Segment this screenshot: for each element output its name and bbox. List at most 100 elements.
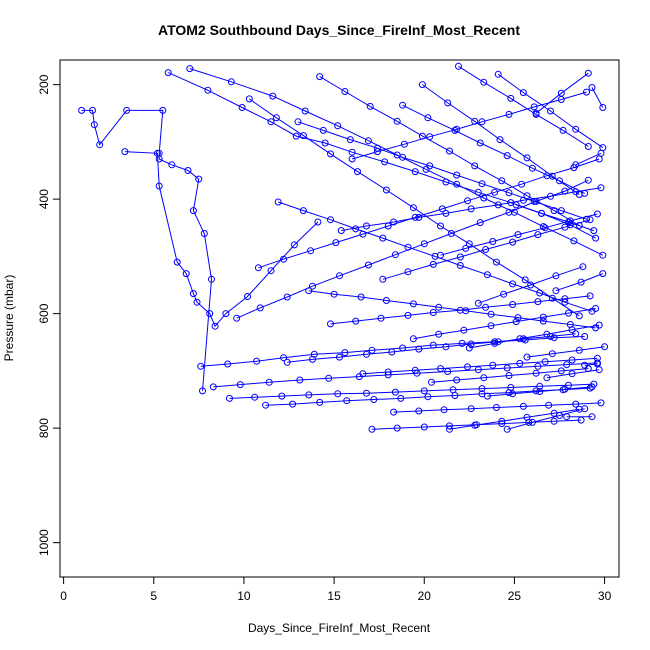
profile-line — [189, 68, 604, 256]
data-point — [267, 267, 275, 275]
data-point — [348, 148, 356, 156]
profile-line — [167, 72, 596, 239]
data-point — [164, 69, 172, 77]
data-point — [494, 70, 502, 78]
data-point — [442, 343, 450, 351]
data-point — [510, 208, 518, 216]
data-point — [498, 177, 506, 185]
data-point — [415, 213, 423, 221]
data-point — [588, 413, 596, 421]
data-point — [487, 322, 495, 330]
profile-line — [591, 87, 604, 108]
data-point — [280, 255, 288, 263]
data-point — [453, 376, 461, 384]
data-point — [309, 282, 316, 290]
data-point — [337, 227, 345, 235]
x-axis: 0 5 10 15 20 25 30 — [60, 576, 612, 603]
profile-series — [197, 333, 589, 370]
data-point — [588, 84, 596, 91]
profile-line — [469, 324, 600, 349]
data-point — [388, 348, 396, 356]
data-point — [222, 310, 230, 318]
data-point — [292, 132, 300, 140]
data-point — [579, 263, 587, 271]
data-point — [552, 272, 560, 280]
data-point — [482, 303, 490, 311]
data-point — [489, 361, 497, 369]
data-point — [193, 298, 201, 306]
profile-line — [249, 98, 580, 317]
data-point — [586, 384, 594, 392]
data-point — [437, 365, 444, 373]
profile-series — [465, 321, 603, 352]
data-point — [301, 107, 309, 115]
data-point — [224, 360, 232, 368]
data-point — [363, 389, 370, 397]
profile-series — [245, 95, 583, 320]
data-point — [397, 394, 405, 402]
data-point — [492, 404, 500, 411]
data-point — [536, 382, 544, 390]
profile-line — [555, 273, 603, 292]
profile-series — [305, 287, 600, 332]
profile-series — [483, 383, 596, 400]
profile-line — [362, 357, 598, 375]
data-point — [153, 149, 161, 157]
data-point — [404, 268, 412, 276]
data-point — [523, 154, 531, 162]
data-point — [426, 133, 434, 141]
data-point — [523, 413, 531, 421]
data-point — [400, 140, 408, 148]
data-point — [498, 417, 506, 425]
data-point — [197, 362, 205, 370]
data-point — [294, 118, 302, 126]
x-tick-label: 15 — [327, 589, 341, 603]
profile-series — [552, 270, 607, 295]
data-point — [364, 261, 372, 269]
data-point — [415, 407, 423, 415]
profile-line — [458, 65, 589, 147]
data-point — [399, 101, 407, 109]
data-point — [244, 293, 251, 300]
profile-series — [327, 292, 594, 328]
profile-line — [575, 152, 602, 166]
y-tick-label: 400 — [37, 189, 51, 209]
data-point — [577, 278, 585, 286]
data-point — [541, 224, 549, 232]
data-point — [561, 295, 569, 303]
data-point — [424, 114, 432, 122]
data-point — [568, 356, 576, 364]
data-point — [536, 388, 544, 395]
profile-line — [287, 333, 576, 363]
data-point — [363, 222, 370, 230]
data-point — [254, 264, 262, 272]
data-point — [316, 398, 324, 406]
data-point — [505, 372, 513, 379]
data-point — [590, 227, 598, 235]
data-point — [327, 150, 334, 158]
data-point — [409, 300, 417, 308]
data-point — [539, 223, 547, 231]
data-point — [532, 109, 540, 117]
data-point — [426, 162, 434, 170]
data-point — [307, 247, 315, 255]
data-point — [435, 330, 443, 338]
profile-line — [393, 402, 602, 413]
data-point — [556, 177, 563, 185]
data-point — [265, 378, 273, 386]
profile-line — [200, 336, 585, 367]
data-point — [503, 425, 511, 433]
x-tick-label: 20 — [418, 589, 432, 603]
profile-line — [431, 368, 589, 383]
data-point — [269, 92, 277, 100]
data-point — [290, 241, 298, 249]
data-point — [245, 95, 253, 103]
data-point — [211, 322, 219, 330]
data-point — [424, 393, 432, 401]
data-point — [305, 287, 313, 295]
data-point — [583, 215, 590, 223]
data-point — [456, 253, 464, 261]
data-point — [601, 343, 609, 351]
data-point — [384, 368, 392, 376]
data-point — [581, 333, 589, 340]
